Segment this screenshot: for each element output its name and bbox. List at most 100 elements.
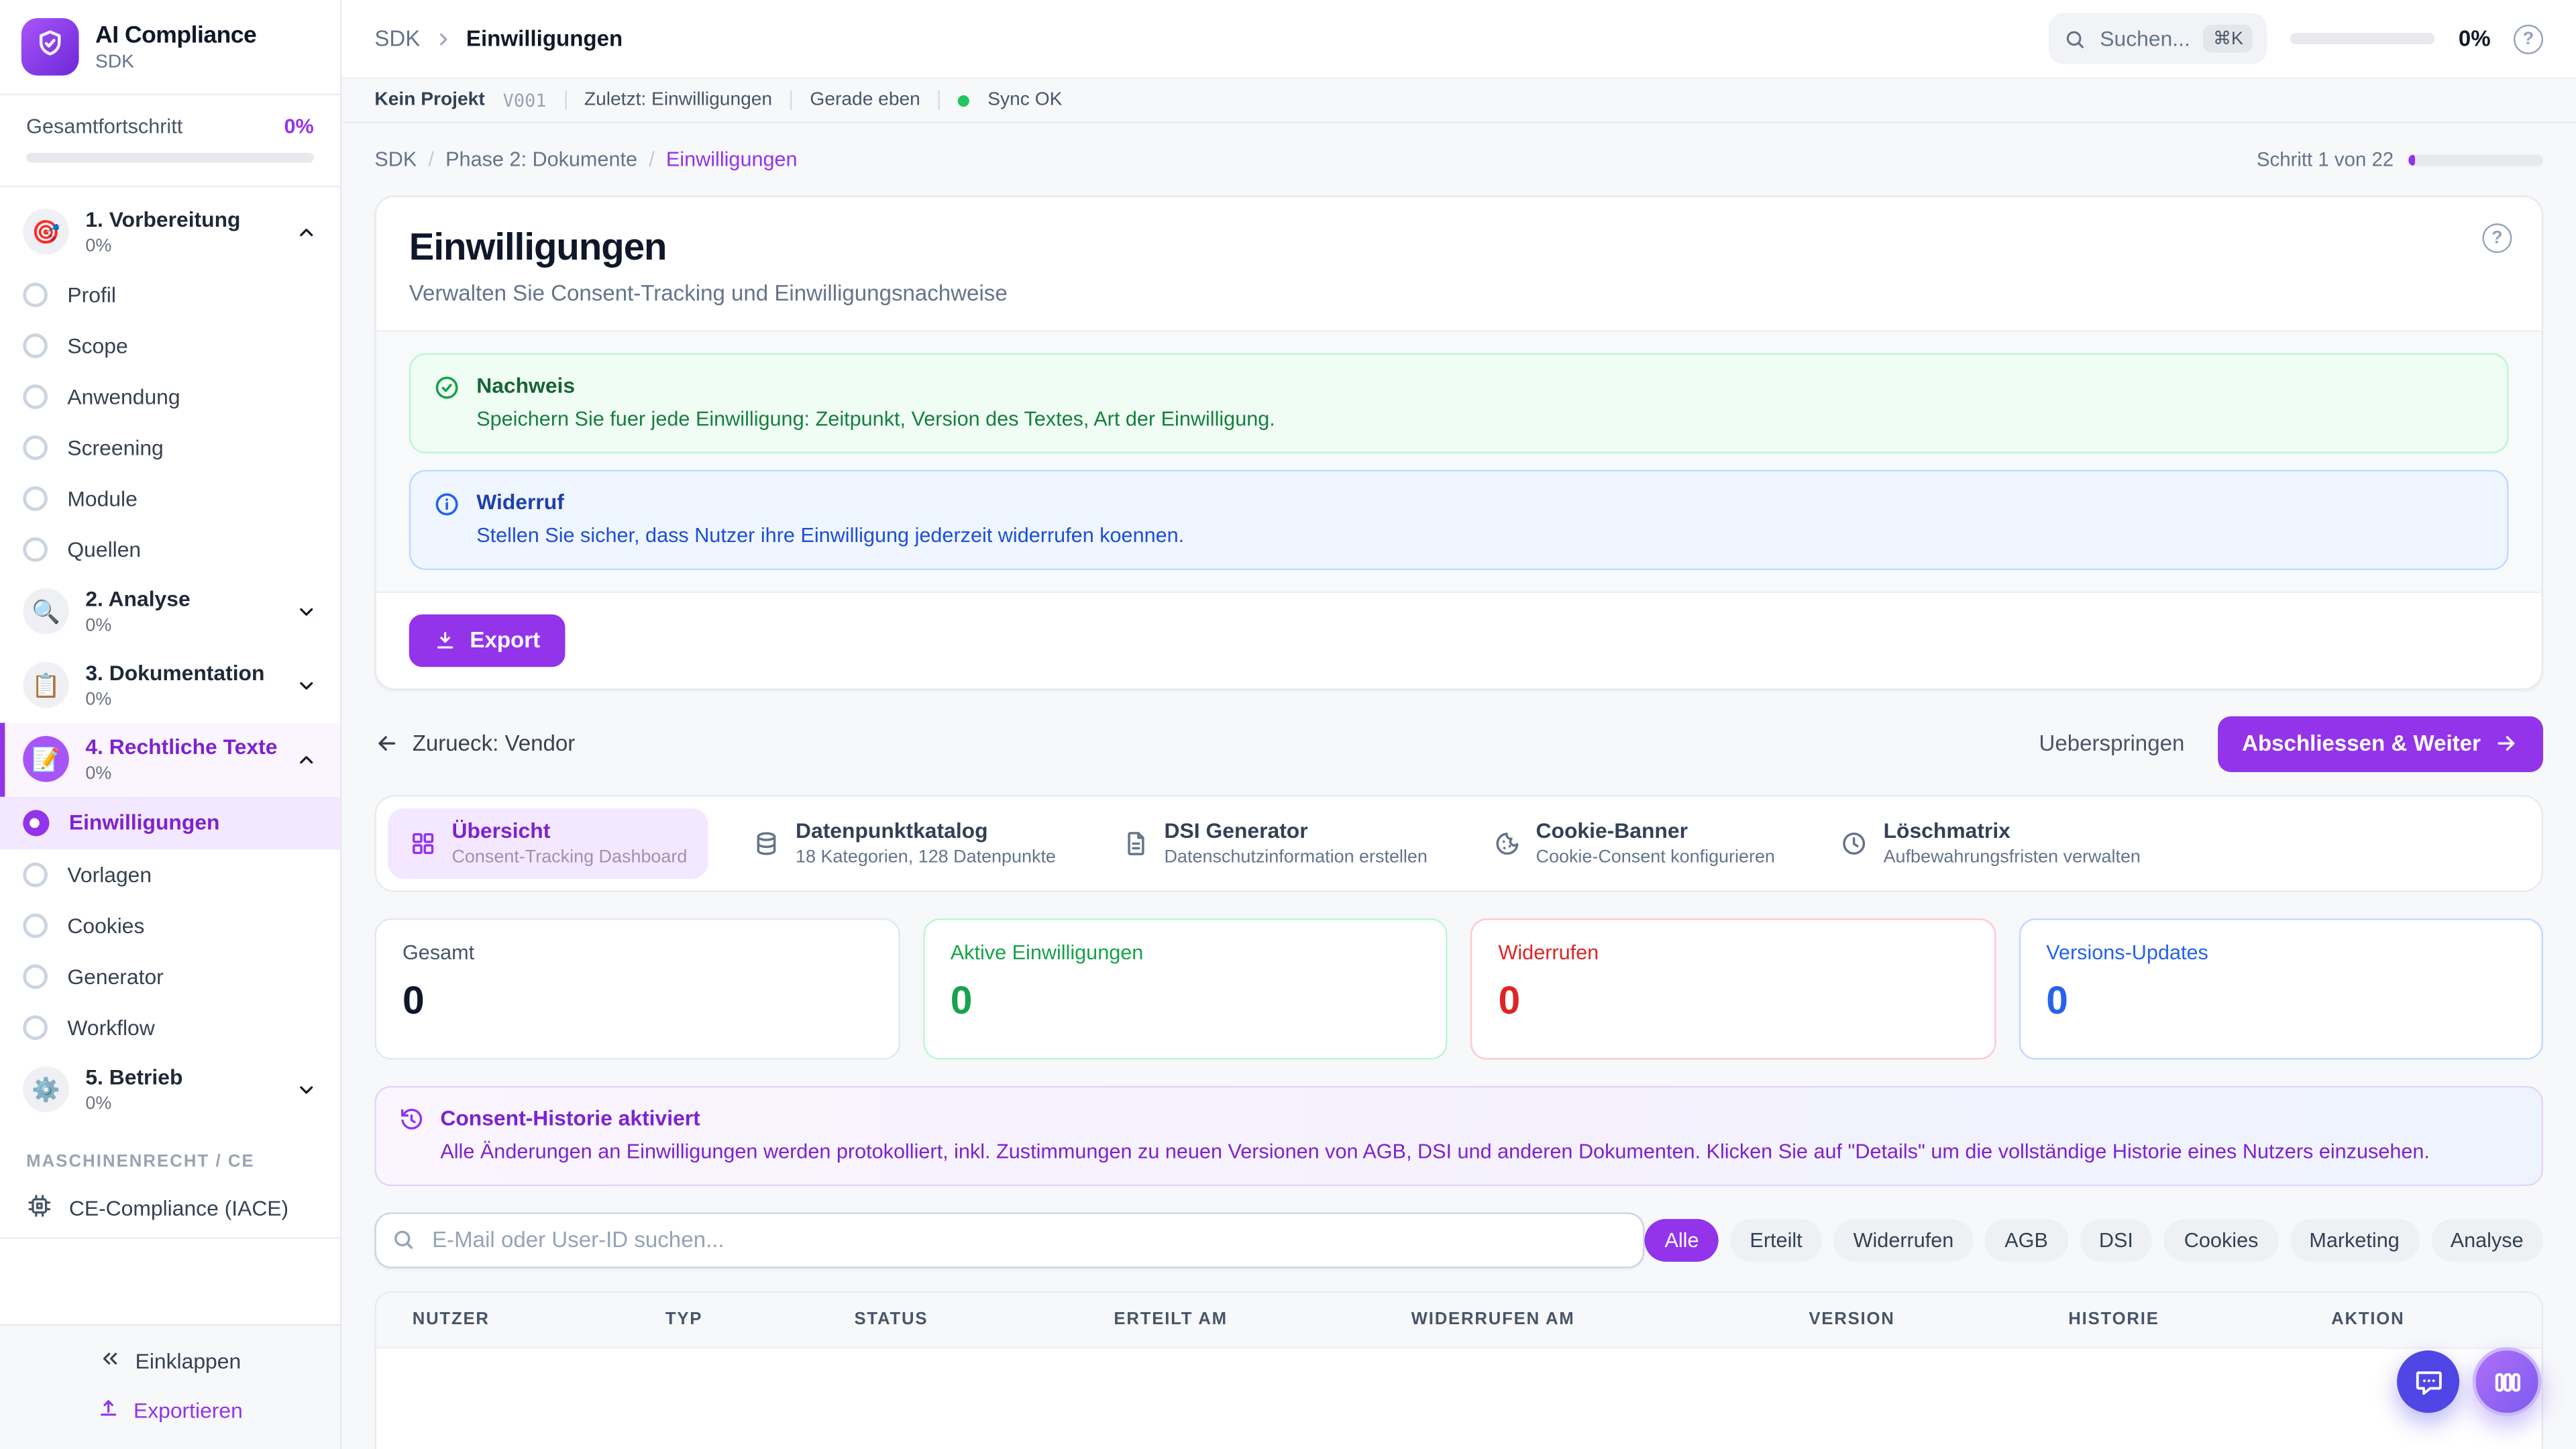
status-bar: Kein Projekt V001 Zuletzt: Einwilligunge… — [341, 78, 2576, 123]
radio-circle-icon — [23, 435, 48, 460]
keyboard-shortcut-badge: ⌘K — [2203, 24, 2253, 53]
app-title: AI Compliance — [95, 22, 257, 49]
sidebar-item[interactable]: Cookies — [0, 900, 340, 951]
tab-cookie-banner[interactable]: Cookie-Banner Cookie-Consent konfigurier… — [1472, 808, 1796, 879]
radio-circle-icon — [23, 537, 48, 562]
sidebar-item-ce-compliance[interactable]: CE-Compliance (IACE) — [0, 1179, 340, 1238]
notice-title: Widerruf — [476, 489, 564, 515]
nav-step1-items: Profil Scope Anwendung Screening — [0, 269, 340, 575]
info-circle-icon — [435, 493, 458, 516]
filter-chip[interactable]: AGB — [1984, 1218, 2068, 1262]
radio-circle-icon — [23, 384, 48, 409]
breadcrumb-root[interactable]: SDK — [374, 26, 421, 51]
check-circle-icon — [435, 376, 458, 399]
sidebar-item-einwilligungen[interactable]: Einwilligungen — [0, 796, 340, 849]
chevrons-left-icon — [99, 1347, 122, 1375]
filter-row: Alle Erteilt Widerrufen AGB DSI Cookies … — [374, 1212, 2544, 1269]
upload-icon — [97, 1397, 120, 1425]
consent-history-banner: Consent-Historie aktiviert Alle Änderung… — [374, 1085, 2544, 1186]
global-search-button[interactable]: Suchen... ⌘K — [2049, 13, 2268, 64]
tab-datenpunktkatalog[interactable]: Datenpunktkatalog 18 Kategorien, 128 Dat… — [731, 808, 1077, 879]
chat-bubble-icon — [2412, 1366, 2444, 1397]
sidebar-item[interactable]: Quellen — [0, 524, 340, 575]
tab-uebersicht[interactable]: Übersicht Consent-Tracking Dashboard — [387, 808, 709, 879]
breadcrumb-sdk[interactable]: SDK — [374, 148, 417, 171]
chevron-down-icon — [296, 601, 317, 623]
nav-step-dokumentation[interactable]: 📋 3. Dokumentation 0% — [0, 649, 340, 722]
overall-progress-value: 0% — [284, 115, 314, 138]
notices-section: Nachweis Speichern Sie fuer jede Einwill… — [376, 330, 2542, 593]
radio-circle-icon — [23, 333, 48, 358]
notice-widerruf: Widerruf Stellen Sie sicher, dass Nutzer… — [409, 470, 2509, 570]
overall-progress-label: Gesamtfortschritt — [26, 115, 183, 138]
sync-status-label: Sync OK — [987, 90, 1063, 111]
help-icon[interactable]: ? — [2513, 23, 2544, 54]
arrow-right-icon — [2494, 731, 2519, 756]
last-saved-time: Gerade eben — [810, 90, 920, 111]
kanban-fab-button[interactable] — [2472, 1347, 2542, 1417]
sidebar-export-button[interactable]: Exportieren — [97, 1397, 243, 1425]
cpu-chip-icon — [26, 1192, 52, 1224]
sync-status-dot — [958, 94, 970, 106]
breadcrumb-current: Einwilligungen — [466, 26, 623, 51]
consent-card-header: Einwilligungen Verwalten Sie Consent-Tra… — [376, 197, 2542, 330]
notice-title: Nachweis — [476, 372, 576, 398]
header-progress-value: 0% — [2458, 26, 2491, 51]
filter-chip[interactable]: Widerrufen — [1833, 1218, 1974, 1262]
page-content: SDK / Phase 2: Dokumente / Einwilligunge… — [341, 123, 2576, 1449]
divider — [564, 90, 566, 111]
sidebar-item[interactable]: Scope — [0, 320, 340, 371]
chat-fab-button[interactable] — [2397, 1350, 2460, 1413]
chevron-down-icon — [296, 675, 317, 696]
filter-chip[interactable]: Cookies — [2164, 1218, 2278, 1262]
sidebar-item[interactable]: Anwendung — [0, 371, 340, 422]
filter-chip[interactable]: DSI — [2079, 1218, 2153, 1262]
radio-circle-icon — [23, 862, 48, 887]
document-icon — [1122, 829, 1150, 857]
overall-progress-bar — [26, 152, 314, 163]
filter-chip[interactable]: Erteilt — [1730, 1218, 1823, 1262]
sidebar-item[interactable]: Profil — [0, 269, 340, 320]
collapse-sidebar-button[interactable]: Einklappen — [99, 1347, 241, 1375]
table-column-header: WIDERRUFEN AM — [1411, 1309, 1575, 1330]
sidebar-item[interactable]: Workflow — [0, 1002, 340, 1053]
tab-loeschmatrix[interactable]: Löschmatrix Aufbewahrungsfristen verwalt… — [1819, 808, 2162, 879]
stat-widerrufen: Widerrufen 0 — [1470, 918, 1996, 1060]
breadcrumb-phase[interactable]: Phase 2: Dokumente — [445, 148, 638, 171]
skip-button[interactable]: Ueberspringen — [2039, 731, 2185, 757]
export-button[interactable]: Export — [409, 614, 565, 667]
sidebar-header: AI Compliance SDK — [0, 0, 340, 96]
radio-selected-icon — [23, 809, 50, 836]
nav-step-analyse[interactable]: 🔍 2. Analyse 0% — [0, 575, 340, 649]
tab-dsi-generator[interactable]: DSI Generator Datenschutzinformation ers… — [1100, 808, 1449, 879]
step-counter: Schritt 1 von 22 — [2256, 148, 2394, 171]
filter-chip[interactable]: Analyse — [2430, 1218, 2544, 1262]
sidebar-item[interactable]: Vorlagen — [0, 849, 340, 900]
card-help-icon[interactable]: ? — [2482, 223, 2512, 254]
project-name: Kein Projekt — [374, 90, 485, 111]
table-column-header: STATUS — [854, 1309, 928, 1330]
nav-step-betrieb[interactable]: ⚙️ 5. Betrieb 0% — [0, 1053, 340, 1126]
sidebar-item[interactable]: Module — [0, 473, 340, 524]
radio-circle-icon — [23, 1014, 48, 1040]
sidebar-item[interactable]: Generator — [0, 951, 340, 1002]
sidebar-item[interactable]: Screening — [0, 422, 340, 473]
nav-step-vorbereitung[interactable]: 🎯 1. Vorbereitung 0% — [0, 195, 340, 269]
filter-chip-alle[interactable]: Alle — [1645, 1218, 1719, 1262]
wizard-navigation: Zurueck: Vendor Ueberspringen Abschliess… — [374, 716, 2544, 772]
grid-icon — [409, 829, 437, 857]
chevron-up-icon — [296, 222, 317, 244]
nav-step-rechtliche-texte[interactable]: 📝 4. Rechtliche Texte 0% — [0, 722, 340, 797]
user-search-input[interactable] — [374, 1212, 1646, 1269]
database-icon — [753, 829, 781, 857]
filter-chip[interactable]: Marketing — [2289, 1218, 2420, 1262]
banner-title: Consent-Historie aktiviert — [440, 1106, 700, 1131]
table-column-header: AKTION — [2331, 1309, 2405, 1330]
finish-next-button[interactable]: Abschliessen & Weiter — [2217, 716, 2544, 772]
table-header-row: NUTZER TYP STATUS ERTEILT AM WIDERRUFEN … — [376, 1293, 2542, 1349]
cookie-icon — [1493, 829, 1521, 857]
back-button[interactable]: Zurueck: Vendor — [374, 731, 575, 756]
consent-table: NUTZER TYP STATUS ERTEILT AM WIDERRUFEN … — [374, 1291, 2544, 1449]
table-column-header: ERTEILT AM — [1114, 1309, 1228, 1330]
